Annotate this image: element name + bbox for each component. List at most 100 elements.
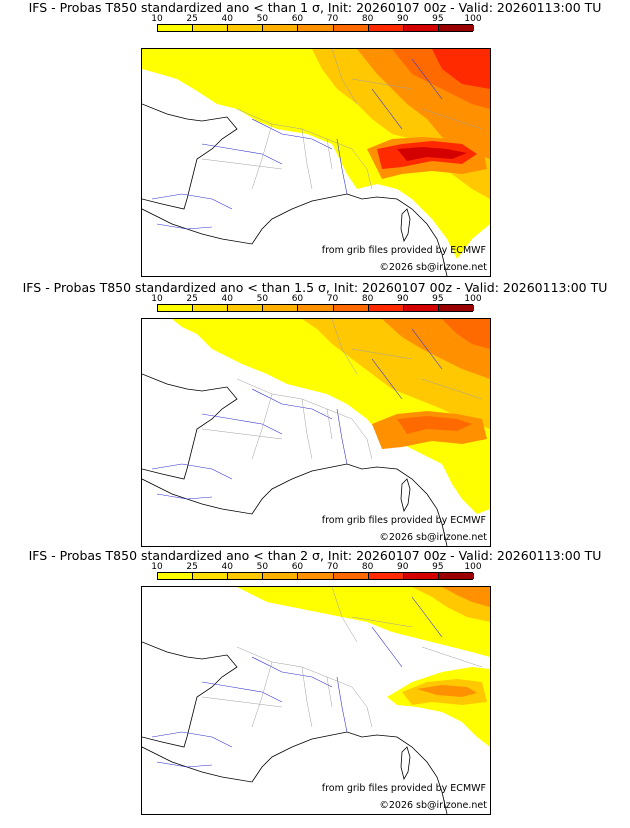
colorbar: 10 25 40 50 60 70 80 90 95 100 — [151, 14, 482, 35]
panel-3: IFS - Probas T850 standardized ano < tha… — [0, 548, 630, 828]
colorbar-tick-label: 50 — [256, 294, 269, 304]
colorbar-tick-label: 50 — [256, 14, 269, 24]
colorbar-tick-label: 10 — [151, 294, 163, 304]
colorbar-swatch — [403, 305, 439, 311]
colorbar: 10 25 40 50 60 70 80 90 95 100 — [151, 294, 482, 315]
colorbar-labels: 10 25 40 50 60 70 80 90 95 100 — [151, 562, 481, 572]
colorbar-swatches — [157, 24, 474, 32]
corsica — [400, 746, 411, 781]
panel-1: IFS - Probas T850 standardized ano < tha… — [0, 0, 630, 277]
colorbar-tick-label: 60 — [291, 562, 304, 572]
probability-map — [142, 587, 490, 814]
panel-title: IFS - Probas T850 standardized ano < tha… — [28, 0, 602, 15]
credit-copyright: ©2026 sb@irizone.net — [379, 532, 487, 543]
corsica — [400, 208, 411, 243]
prob-area-alps-peak — [397, 147, 467, 161]
colorbar-swatch — [298, 25, 334, 31]
prob-area-alps-core — [397, 416, 472, 434]
colorbar-swatch — [193, 25, 229, 31]
colorbar: 10 25 40 50 60 70 80 90 95 100 — [151, 562, 482, 583]
colorbar-swatch — [368, 573, 404, 579]
colorbar-tick-label: 90 — [397, 14, 409, 24]
borders — [201, 319, 483, 460]
colorbar-swatch — [263, 573, 299, 579]
colorbar-swatch — [158, 25, 194, 31]
colorbar-tick-label: 10 — [151, 14, 163, 24]
credit-source: from grib files provided by ECMWF — [321, 783, 486, 794]
rivers — [151, 58, 443, 230]
prob-area-60 — [442, 587, 490, 607]
colorbar-swatch — [263, 305, 299, 311]
colorbar-tick-label: 80 — [361, 562, 374, 572]
prob-area-alps-peak — [417, 685, 477, 697]
colorbar-swatch — [158, 305, 194, 311]
colorbar-swatches — [157, 304, 474, 312]
prob-area-70 — [442, 319, 490, 349]
colorbar-tick-label: 60 — [291, 14, 304, 24]
corsica — [400, 478, 411, 513]
colorbar-tick-label: 80 — [361, 294, 374, 304]
prob-area-alps — [387, 667, 490, 747]
colorbar-swatch — [403, 25, 439, 31]
colorbar-tick-label: 100 — [464, 294, 482, 304]
map-view[interactable]: from grib files provided by ECMWF ©2026 … — [141, 586, 491, 815]
coastline — [142, 103, 448, 276]
colorbar-swatch — [333, 305, 369, 311]
map-view[interactable]: from grib files provided by ECMWF ©2026 … — [141, 318, 491, 547]
colorbar-swatch — [193, 305, 229, 311]
colorbar-tick-label: 90 — [397, 294, 409, 304]
colorbar-tick-label: 70 — [326, 562, 339, 572]
credit-source: from grib files provided by ECMWF — [321, 515, 486, 526]
colorbar-tick-label: 40 — [221, 294, 233, 304]
colorbar-swatch — [368, 25, 404, 31]
colorbar-swatch — [298, 573, 334, 579]
probability-map — [142, 319, 490, 546]
credit-copyright: ©2026 sb@irizone.net — [379, 800, 487, 811]
colorbar-swatch — [228, 25, 264, 31]
colorbar-swatch — [228, 305, 264, 311]
colorbar-tick-label: 80 — [361, 14, 374, 24]
colorbar-swatch — [298, 305, 334, 311]
colorbar-swatch — [438, 305, 474, 311]
colorbar-labels: 10 25 40 50 60 70 80 90 95 100 — [151, 14, 481, 24]
colorbar-swatch — [368, 305, 404, 311]
coastline — [142, 641, 448, 814]
colorbar-tick-label: 90 — [397, 562, 409, 572]
colorbar-tick-label: 10 — [151, 562, 163, 572]
colorbar-tick-label: 100 — [464, 562, 482, 572]
colorbar-swatch — [158, 573, 194, 579]
colorbar-tick-label: 25 — [186, 294, 198, 304]
borders — [201, 49, 483, 190]
colorbar-swatch — [438, 25, 474, 31]
colorbar-tick-label: 100 — [464, 14, 482, 24]
colorbar-swatch — [403, 573, 439, 579]
borders — [201, 587, 483, 728]
colorbar-swatch — [263, 25, 299, 31]
panel-title: IFS - Probas T850 standardized ano < tha… — [22, 280, 608, 295]
probability-map — [142, 49, 490, 276]
colorbar-tick-label: 70 — [326, 14, 339, 24]
colorbar-swatch — [438, 573, 474, 579]
colorbar-tick-label: 95 — [432, 14, 444, 24]
coastline — [142, 373, 448, 546]
colorbar-tick-label: 60 — [291, 294, 304, 304]
panel-2: IFS - Probas T850 standardized ano < tha… — [0, 276, 630, 552]
rivers — [151, 596, 443, 768]
colorbar-labels: 10 25 40 50 60 70 80 90 95 100 — [151, 294, 481, 304]
colorbar-tick-label: 40 — [221, 562, 233, 572]
colorbar-swatch — [333, 573, 369, 579]
prob-area-10 — [237, 587, 490, 657]
colorbar-tick-label: 95 — [432, 562, 444, 572]
map-view[interactable]: from grib files provided by ECMWF ©2026 … — [141, 48, 491, 277]
colorbar-tick-label: 70 — [326, 294, 339, 304]
colorbar-tick-label: 25 — [186, 14, 198, 24]
colorbar-tick-label: 50 — [256, 562, 269, 572]
colorbar-tick-label: 95 — [432, 294, 444, 304]
colorbar-swatch — [228, 573, 264, 579]
panel-title: IFS - Probas T850 standardized ano < tha… — [28, 548, 602, 563]
colorbar-swatch — [333, 25, 369, 31]
colorbar-tick-label: 40 — [221, 14, 233, 24]
rivers — [151, 328, 443, 500]
colorbar-swatch — [193, 573, 229, 579]
colorbar-swatches — [157, 572, 474, 580]
